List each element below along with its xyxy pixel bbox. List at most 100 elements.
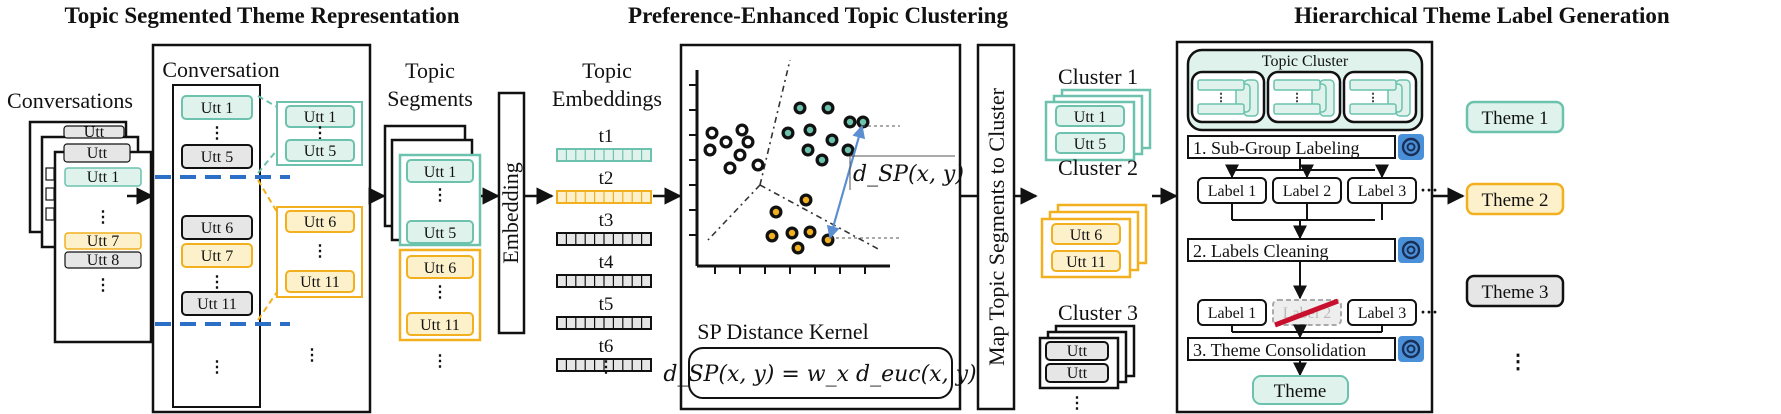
map-box — [976, 43, 1016, 411]
section-title-clustering: Preference-Enhanced Topic Clustering — [628, 3, 1008, 28]
formula-box — [688, 347, 953, 399]
step-box — [1187, 135, 1396, 159]
cluster-1: Utt 1 Utt 5 — [1044, 88, 1152, 162]
theme-3-label: Theme 3 — [1481, 282, 1548, 303]
embedding-vectors: t1 t2 t3 t4 t5 t6 — [556, 126, 652, 372]
cluster-utt: Utt — [1067, 343, 1088, 360]
label-box — [1197, 299, 1267, 326]
strike-through — [1274, 298, 1339, 328]
conv-utt: Utt 6 — [201, 220, 233, 237]
topic-cluster-groups: ⋮ ⋮ ⋮ — [1190, 70, 1418, 124]
conv-utt: Utt 7 — [201, 248, 233, 265]
theme-1-label: Theme 1 — [1481, 108, 1548, 129]
label-box — [1347, 299, 1417, 326]
cluster-utt: Utt 1 — [1074, 109, 1106, 126]
conv-utt: Utt 1 — [201, 100, 233, 117]
step-box — [1187, 238, 1396, 262]
theme-2 — [1465, 182, 1565, 216]
scatter-plot: d_SP(x, y) — [689, 59, 964, 274]
stack-utt: Utt 7 — [87, 233, 119, 250]
conv-utt: Utt 5 — [201, 149, 233, 166]
svg-text:⋮: ⋮ — [1216, 92, 1227, 104]
ellipsis: ⋮ — [209, 125, 225, 142]
label-text: Label 1 — [1208, 183, 1256, 200]
segment-utt: Utt 1 — [424, 164, 456, 181]
topic-segments-label: Segments — [387, 86, 473, 111]
connector — [257, 291, 278, 321]
conv-utt: Utt 11 — [197, 296, 237, 313]
llm-icon — [1396, 334, 1426, 364]
label-box — [1347, 177, 1417, 204]
cluster-utt: Utt 5 — [1074, 136, 1106, 153]
section-title-segmentation: Topic Segmented Theme Representation — [64, 3, 459, 28]
segment-utt: Utt 1 — [304, 109, 336, 126]
cluster-name: Cluster 2 — [1058, 155, 1138, 180]
ellipsis: ⋮ — [598, 359, 614, 376]
theme-1 — [1465, 100, 1565, 134]
topic-segments-label: Topic — [405, 58, 455, 83]
segment-utt: Utt 11 — [300, 274, 340, 291]
connector — [257, 95, 278, 108]
formula: d_SP(x, y) = w_x d_euc(x, y) — [663, 362, 976, 387]
ellipsis: ⋮ — [432, 187, 448, 204]
svg-text:⋮: ⋮ — [1292, 92, 1303, 104]
vector-label: t3 — [599, 210, 614, 231]
stack-utt: Utt — [87, 145, 108, 162]
label-text: Label 2 — [1283, 183, 1331, 200]
label-text: Label 3 — [1358, 183, 1406, 200]
ellipsis: ··· — [1420, 302, 1438, 322]
stack-utt: Utt 1 — [87, 169, 119, 186]
segment-yellow: Utt 6 ⋮ Utt 11 — [276, 206, 363, 298]
step-2-label: 2. Labels Cleaning — [1193, 241, 1328, 261]
theme-2-label: Theme 2 — [1481, 190, 1548, 211]
segment-utt: Utt 6 — [304, 214, 336, 231]
topic-cluster-label: Topic Cluster — [1262, 53, 1349, 70]
ellipsis: ⋮ — [312, 125, 328, 142]
ellipsis: ⋮ — [432, 284, 448, 301]
cluster-3: Utt Utt — [1038, 324, 1136, 390]
embedding-box — [497, 91, 526, 335]
topic-segments-stack: Utt 1 ⋮ Utt 5 Utt 6 ⋮ Utt 11 — [383, 124, 482, 342]
conversation-utts: Utt 1 ⋮ Utt 5 Utt 6 Utt 7 ⋮ Utt 11 ⋮ — [181, 95, 253, 376]
embedding-label: Embedding — [498, 162, 523, 263]
llm-icon — [1396, 235, 1426, 265]
connector — [257, 179, 278, 213]
ellipsis: ⋮ — [1069, 395, 1085, 412]
segment-teal: Utt 1 ⋮ Utt 5 — [276, 101, 363, 166]
ellipsis: ⋮ — [209, 359, 225, 376]
cluster-name: Cluster 3 — [1058, 300, 1138, 325]
segment-utt: Utt 5 — [304, 143, 336, 160]
segment-utt: Utt 5 — [424, 225, 456, 242]
cluster-utt: Utt 6 — [1070, 227, 1102, 244]
step-3-label: 3. Theme Consolidation — [1193, 340, 1366, 360]
segment-utt: Utt 6 — [424, 260, 456, 277]
conversation-stack: Utt Utt Utt 1 ⋮ Utt 7 Utt 8 ⋮ — [28, 120, 153, 344]
vector-label: t4 — [599, 252, 614, 273]
plot-annotation: d_SP(x, y) — [853, 162, 964, 187]
svg-text:⋮: ⋮ — [1368, 92, 1379, 104]
theme-3 — [1465, 274, 1565, 308]
llm-icon — [1396, 132, 1426, 162]
cluster-2: Utt 6 Utt 11 — [1040, 203, 1148, 279]
ellipsis: ⋮ — [312, 243, 328, 260]
stack-utt: Utt — [84, 124, 105, 141]
connector — [257, 149, 278, 174]
topic-embeddings-label: Topic — [582, 58, 632, 83]
label-box — [1272, 177, 1342, 204]
segment-utt: Utt 11 — [420, 317, 460, 334]
step-1-label: 1. Sub-Group Labeling — [1193, 138, 1359, 158]
ellipsis: ⋮ — [304, 347, 320, 364]
theme-output-label: Theme — [1274, 381, 1327, 402]
ellipsis: ⋮ — [95, 277, 111, 294]
section-title-labeling: Hierarchical Theme Label Generation — [1294, 3, 1670, 28]
kernel-label: SP Distance Kernel — [697, 319, 868, 344]
vector-label: t6 — [599, 336, 614, 357]
step-box — [1187, 337, 1396, 361]
vector-label: t2 — [599, 168, 614, 189]
cluster-utt: Utt — [1067, 365, 1088, 382]
stack-utt: Utt 8 — [87, 252, 119, 269]
theme-output-box — [1252, 375, 1349, 405]
label-text: Label 1 — [1208, 305, 1256, 322]
